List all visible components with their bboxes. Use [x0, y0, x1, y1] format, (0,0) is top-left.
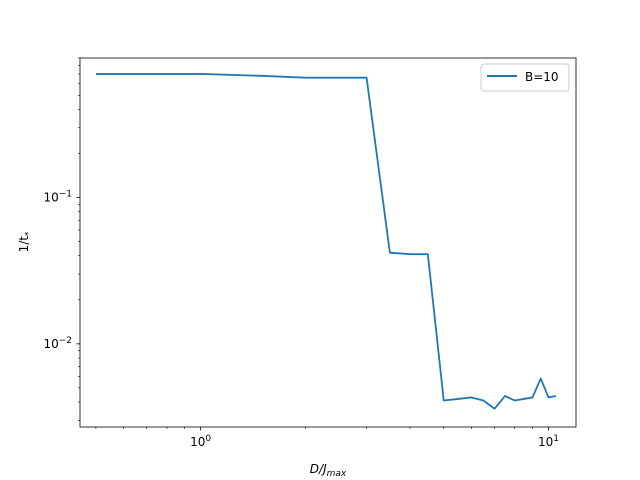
y-axis-label: 1/t* [17, 231, 34, 252]
plot-area [80, 58, 576, 427]
plot-frame [79, 57, 577, 428]
series-layer [95, 73, 557, 410]
x-axis-label: D/Jmax [310, 462, 347, 479]
series-line [95, 73, 557, 410]
x-tick-label: 101 [538, 434, 559, 449]
y-tick-label: 10−2 [43, 336, 72, 351]
legend-box [480, 63, 570, 92]
major-ticks: 100 101 10−2 10−1 [43, 190, 559, 449]
y-tick-label: 10−1 [43, 190, 72, 205]
legend-label: B=10 [525, 70, 559, 84]
x-tick-label: 100 [190, 434, 211, 449]
legend: B=10 [480, 63, 570, 92]
